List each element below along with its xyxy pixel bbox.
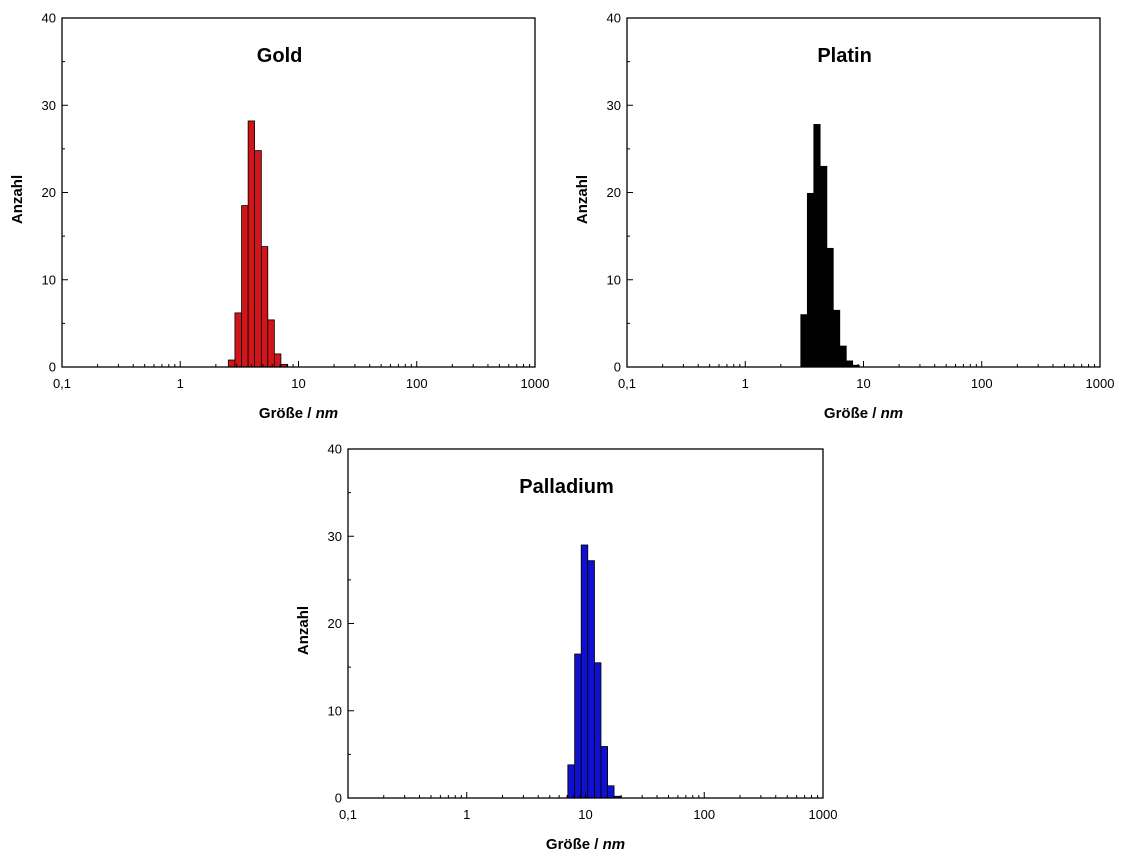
y-tick-label: 30	[607, 98, 621, 113]
y-axis-title: Anzahl	[9, 175, 26, 224]
histogram-bar	[813, 124, 821, 368]
y-tick-label: 0	[335, 791, 342, 806]
histogram-bar	[826, 247, 834, 368]
histogram-bar	[839, 345, 847, 368]
y-axis-title: Anzahl	[574, 175, 591, 224]
x-axis-title-text: Größe /	[824, 405, 881, 422]
plot-frame	[61, 17, 536, 368]
chart-panel-platin: 0,1 1 10 100 1000 0 10 20 30 40 Platin Größe / nm An…	[574, 11, 1114, 423]
histogram-bar	[267, 319, 275, 368]
x-tick-label: 0,1	[618, 376, 636, 391]
x-tick-label: 100	[971, 376, 993, 391]
x-axis-title: Größe / nm	[824, 405, 903, 422]
histogram-bar	[260, 246, 269, 368]
x-axis-unit: nm	[603, 836, 626, 853]
y-tick-label: 10	[42, 272, 56, 287]
histogram-bar	[234, 312, 242, 368]
histogram-bar	[254, 150, 262, 368]
x-tick-label: 1000	[1086, 376, 1115, 391]
y-tick-label: 10	[607, 272, 621, 287]
histogram-bar	[574, 653, 582, 799]
y-tick-label: 20	[607, 185, 621, 200]
histogram-bar	[227, 359, 236, 368]
chart-title: Gold	[257, 45, 303, 67]
y-tick-label: 20	[328, 616, 342, 631]
histogram-bar	[594, 662, 602, 799]
x-tick-label: 10	[578, 807, 592, 822]
x-tick-label: 100	[406, 376, 428, 391]
y-tick-label: 40	[328, 442, 342, 457]
x-tick-label: 1	[177, 376, 184, 391]
x-axis-title: Größe / nm	[259, 405, 338, 422]
x-axis-title-text: Größe /	[259, 405, 316, 422]
histogram-bar	[819, 165, 828, 368]
y-tick-label: 10	[328, 703, 342, 718]
x-tick-label: 0,1	[339, 807, 357, 822]
histogram-bar	[806, 192, 815, 368]
y-tick-label: 0	[49, 360, 56, 375]
x-axis-unit: nm	[881, 405, 904, 422]
plot-frame	[626, 17, 1101, 368]
x-axis-title: Größe / nm	[546, 836, 625, 853]
histogram-bar	[567, 764, 576, 799]
x-axis-title-text: Größe /	[546, 836, 603, 853]
histogram-bar	[241, 205, 249, 368]
histogram-bar	[800, 314, 808, 368]
y-tick-label: 40	[42, 11, 56, 26]
chart-title: Palladium	[519, 476, 613, 498]
histogram-bar	[600, 746, 609, 799]
histogram-bar	[247, 120, 255, 368]
x-tick-label: 1	[742, 376, 749, 391]
chart-panel-gold: 0,1 1 10 100 1000 0 10 20 30 40 Gold Größe / nm Anza…	[9, 11, 549, 423]
x-tick-label: 100	[693, 807, 715, 822]
histogram-bar	[832, 309, 841, 368]
y-tick-label: 30	[328, 529, 342, 544]
y-axis-title: Anzahl	[295, 606, 312, 655]
x-tick-label: 10	[291, 376, 305, 391]
x-axis-unit: nm	[316, 405, 339, 422]
y-tick-label: 0	[614, 360, 621, 375]
chart-panel-palladium: 0,1 1 10 100 1000 0 10 20 30 40 Palladium Größe / n…	[295, 442, 837, 854]
chart-title: Platin	[817, 45, 871, 67]
y-tick-label: 40	[607, 11, 621, 26]
histogram-bar	[607, 785, 615, 799]
histogram-bar	[587, 560, 595, 799]
y-tick-label: 20	[42, 185, 56, 200]
histogram-bar	[580, 544, 589, 799]
x-tick-label: 0,1	[53, 376, 71, 391]
x-tick-label: 1000	[809, 807, 838, 822]
x-tick-label: 1	[463, 807, 470, 822]
x-tick-label: 10	[856, 376, 870, 391]
y-tick-label: 30	[42, 98, 56, 113]
x-tick-label: 1000	[521, 376, 550, 391]
